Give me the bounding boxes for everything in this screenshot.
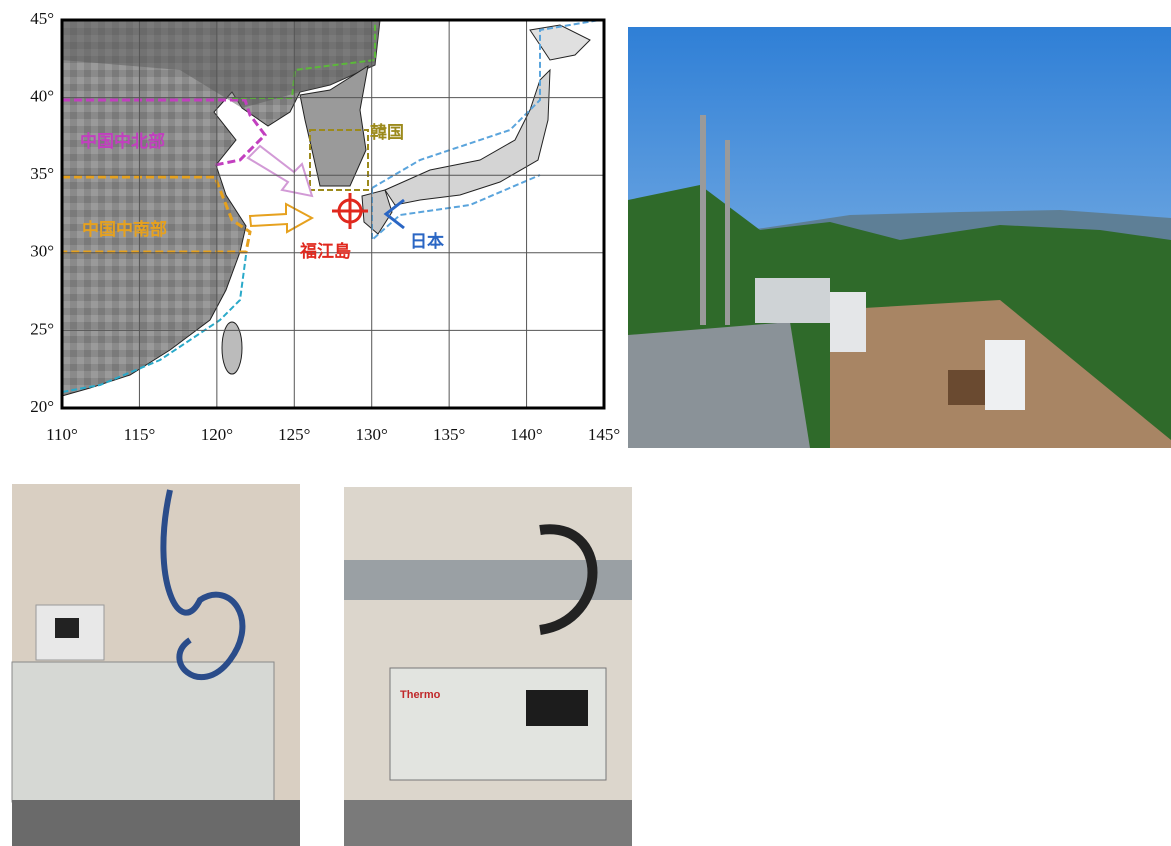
region-label: 日本 [410,231,444,252]
lon-tick-label: 145° [588,425,620,444]
rack [12,800,300,846]
map [62,20,604,408]
lat-tick-label: 25° [30,319,54,338]
pole-2 [725,140,730,325]
samplers [985,340,1025,410]
building [755,278,830,323]
lon-tick-label: 130° [356,425,388,444]
region-label: 中国中南部 [82,219,167,240]
display [55,618,79,638]
lat-tick-label: 40° [30,87,54,106]
site-photo [628,27,1171,448]
lat-tick-label: 45° [30,9,54,28]
instrument-photo-1 [12,484,300,846]
lon-tick-label: 140° [510,425,542,444]
wall-2 [344,487,632,846]
region-label: 福江島 [299,241,351,262]
roof [628,322,810,448]
lon-tick-label: 125° [278,425,310,444]
lon-tick-label: 115° [124,425,156,444]
lat-tick-label: 20° [30,397,54,416]
taiwan [222,322,242,374]
brand: Thermo [400,689,441,701]
figure: Thermo 45° 40° 35° 30° 25° 20° 110° 115° 120° 125… [0,0,1171,846]
lat-tick-label: 35° [30,164,54,183]
monitor-box [12,662,274,802]
region-label: 中国中北部 [80,131,165,152]
lon-tick-label: 110° [46,425,78,444]
lat-tick-label: 30° [30,242,54,261]
lon-tick-label: 135° [433,425,465,444]
pole [700,115,706,325]
rack-2 [344,800,632,846]
instrument-photo-2: Thermo [344,487,632,846]
region-label: 韓国 [370,122,404,143]
shelter [830,292,866,352]
lon-tick-label: 120° [201,425,233,444]
analyzer-display [526,690,588,726]
